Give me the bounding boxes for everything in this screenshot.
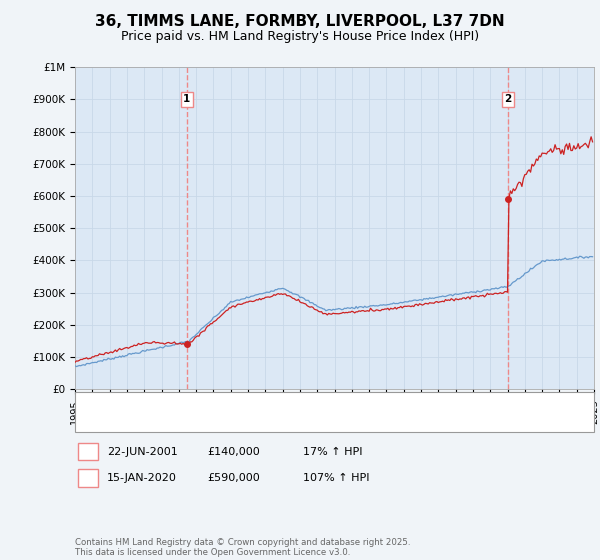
- Text: 1: 1: [184, 95, 191, 104]
- Text: 15-JAN-2020: 15-JAN-2020: [107, 473, 176, 483]
- Text: ——: ——: [86, 416, 113, 429]
- Text: ——: ——: [86, 396, 113, 410]
- Text: 2: 2: [505, 95, 512, 104]
- Text: 1: 1: [84, 447, 92, 457]
- Text: £590,000: £590,000: [207, 473, 260, 483]
- Text: Price paid vs. HM Land Registry's House Price Index (HPI): Price paid vs. HM Land Registry's House …: [121, 30, 479, 43]
- Text: 2: 2: [84, 473, 92, 483]
- Text: 22-JUN-2001: 22-JUN-2001: [107, 447, 178, 457]
- Text: HPI: Average price, detached house, Sefton: HPI: Average price, detached house, Seft…: [119, 417, 346, 427]
- Text: Contains HM Land Registry data © Crown copyright and database right 2025.
This d: Contains HM Land Registry data © Crown c…: [75, 538, 410, 557]
- Text: 36, TIMMS LANE, FORMBY, LIVERPOOL, L37 7DN (detached house): 36, TIMMS LANE, FORMBY, LIVERPOOL, L37 7…: [119, 398, 463, 408]
- Text: 36, TIMMS LANE, FORMBY, LIVERPOOL, L37 7DN: 36, TIMMS LANE, FORMBY, LIVERPOOL, L37 7…: [95, 14, 505, 29]
- Text: 107% ↑ HPI: 107% ↑ HPI: [303, 473, 370, 483]
- Text: £140,000: £140,000: [207, 447, 260, 457]
- Text: 17% ↑ HPI: 17% ↑ HPI: [303, 447, 362, 457]
